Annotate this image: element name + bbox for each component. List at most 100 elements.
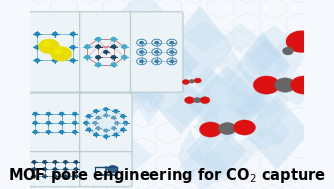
Circle shape xyxy=(115,122,119,124)
Circle shape xyxy=(97,127,100,129)
Polygon shape xyxy=(273,30,304,85)
Polygon shape xyxy=(220,91,269,119)
Circle shape xyxy=(93,122,97,124)
Polygon shape xyxy=(244,39,289,88)
Circle shape xyxy=(46,112,50,115)
Circle shape xyxy=(189,79,194,83)
Polygon shape xyxy=(222,23,259,53)
Polygon shape xyxy=(243,33,279,77)
Circle shape xyxy=(53,168,57,170)
Circle shape xyxy=(64,168,67,170)
Circle shape xyxy=(73,112,77,115)
Circle shape xyxy=(111,38,116,41)
Circle shape xyxy=(71,33,75,36)
Circle shape xyxy=(71,46,75,49)
Polygon shape xyxy=(108,166,118,173)
Circle shape xyxy=(121,115,125,117)
Circle shape xyxy=(43,42,49,46)
FancyBboxPatch shape xyxy=(29,12,81,92)
Circle shape xyxy=(104,108,108,111)
FancyBboxPatch shape xyxy=(131,12,183,92)
Circle shape xyxy=(96,56,100,59)
Polygon shape xyxy=(158,39,198,88)
Circle shape xyxy=(85,109,127,137)
Polygon shape xyxy=(273,80,321,105)
Circle shape xyxy=(74,175,77,177)
Circle shape xyxy=(85,45,90,48)
Circle shape xyxy=(233,120,256,135)
Circle shape xyxy=(74,168,77,170)
Polygon shape xyxy=(246,39,283,71)
Circle shape xyxy=(32,161,36,163)
Polygon shape xyxy=(186,119,247,183)
Circle shape xyxy=(170,51,173,53)
Circle shape xyxy=(97,116,100,119)
Circle shape xyxy=(253,76,280,94)
Circle shape xyxy=(51,47,71,61)
Circle shape xyxy=(114,133,118,136)
Circle shape xyxy=(64,161,67,163)
Circle shape xyxy=(96,45,100,48)
Polygon shape xyxy=(266,116,290,149)
Circle shape xyxy=(287,31,317,52)
Circle shape xyxy=(53,33,57,36)
Polygon shape xyxy=(200,138,249,182)
Circle shape xyxy=(87,128,91,131)
Circle shape xyxy=(85,56,90,59)
Circle shape xyxy=(193,98,201,103)
Circle shape xyxy=(124,122,128,124)
Polygon shape xyxy=(134,71,164,116)
Circle shape xyxy=(199,122,221,137)
Polygon shape xyxy=(186,66,269,142)
Circle shape xyxy=(283,48,293,54)
Circle shape xyxy=(33,122,37,124)
Circle shape xyxy=(104,129,108,132)
Circle shape xyxy=(94,110,98,112)
Circle shape xyxy=(140,42,143,44)
Circle shape xyxy=(35,46,39,49)
Circle shape xyxy=(33,131,37,133)
Polygon shape xyxy=(153,74,208,134)
Polygon shape xyxy=(117,82,146,118)
Polygon shape xyxy=(119,0,166,38)
Polygon shape xyxy=(180,140,229,189)
Polygon shape xyxy=(244,94,310,170)
Circle shape xyxy=(200,97,210,104)
Circle shape xyxy=(43,161,46,163)
Polygon shape xyxy=(186,70,239,112)
Polygon shape xyxy=(165,96,203,125)
Polygon shape xyxy=(233,136,262,159)
Circle shape xyxy=(219,122,236,135)
Polygon shape xyxy=(239,76,289,123)
Polygon shape xyxy=(225,70,266,119)
Polygon shape xyxy=(125,10,162,40)
Circle shape xyxy=(112,56,116,59)
Circle shape xyxy=(194,78,201,83)
Polygon shape xyxy=(194,65,221,92)
Polygon shape xyxy=(181,20,226,53)
Polygon shape xyxy=(219,65,260,98)
Circle shape xyxy=(104,135,108,138)
Circle shape xyxy=(112,45,116,48)
Polygon shape xyxy=(194,107,227,147)
Polygon shape xyxy=(218,47,242,84)
Circle shape xyxy=(112,127,115,129)
Circle shape xyxy=(94,133,98,136)
Polygon shape xyxy=(167,51,194,103)
Circle shape xyxy=(71,59,75,62)
FancyBboxPatch shape xyxy=(79,12,132,92)
Polygon shape xyxy=(246,127,284,151)
Circle shape xyxy=(96,63,101,66)
Polygon shape xyxy=(138,58,164,104)
Circle shape xyxy=(170,60,173,62)
Circle shape xyxy=(275,78,296,92)
Circle shape xyxy=(104,114,108,116)
FancyBboxPatch shape xyxy=(29,152,81,187)
Circle shape xyxy=(155,51,158,53)
Circle shape xyxy=(122,56,127,59)
Circle shape xyxy=(73,131,77,133)
Circle shape xyxy=(111,63,116,66)
Circle shape xyxy=(87,115,91,117)
Polygon shape xyxy=(130,33,177,88)
Circle shape xyxy=(73,122,77,124)
